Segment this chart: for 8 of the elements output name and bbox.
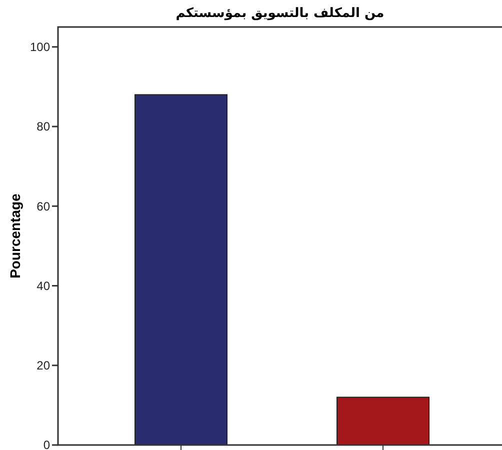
chart-title: من المكلف بالتسويق بمؤسستكم: [176, 6, 384, 21]
y-tick-label: 100: [30, 40, 50, 54]
y-tick-label: 0: [43, 438, 50, 450]
y-axis-title: Pourcentage: [7, 193, 23, 278]
y-tick-label: 60: [36, 199, 50, 214]
y-tick-label: 20: [36, 358, 50, 373]
y-tick-label: 80: [36, 120, 50, 134]
y-tick-label: 40: [36, 278, 50, 293]
